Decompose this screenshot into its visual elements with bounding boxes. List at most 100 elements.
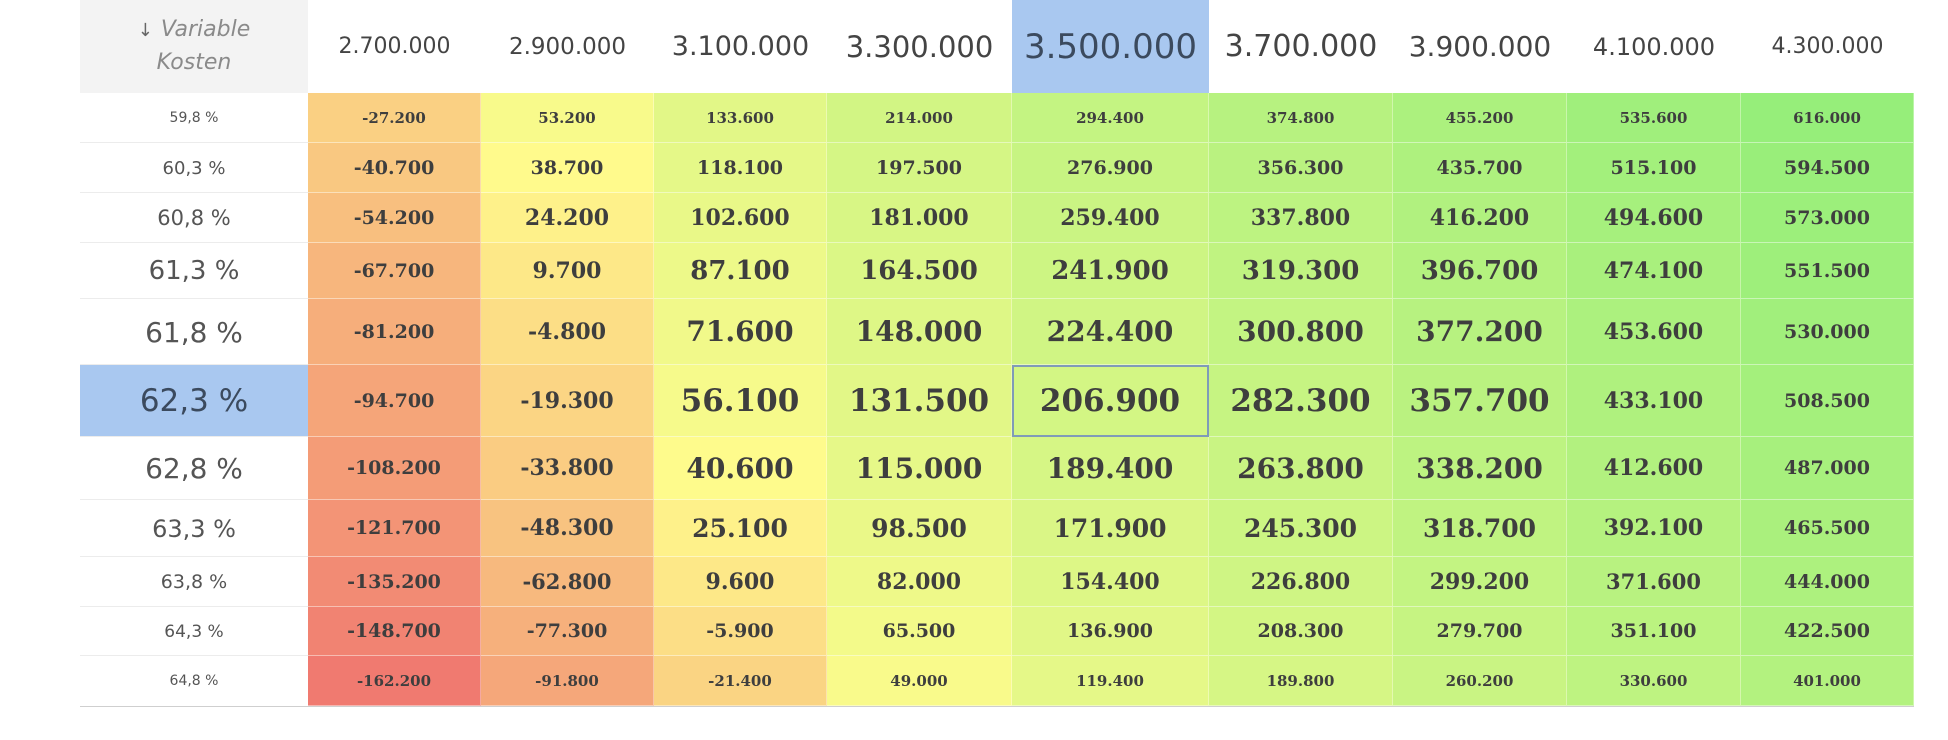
table-cell[interactable]: -4.800 bbox=[481, 299, 654, 365]
table-cell[interactable]: 318.700 bbox=[1393, 500, 1567, 557]
table-cell[interactable]: 508.500 bbox=[1741, 365, 1914, 437]
table-cell[interactable]: 197.500 bbox=[827, 143, 1012, 193]
table-cell[interactable]: 214.000 bbox=[827, 93, 1012, 143]
table-cell[interactable]: 371.600 bbox=[1567, 557, 1741, 607]
column-header[interactable]: 3.700.000 bbox=[1209, 0, 1393, 93]
table-cell[interactable]: 276.900 bbox=[1012, 143, 1209, 193]
table-cell[interactable]: 53.200 bbox=[481, 93, 654, 143]
table-cell[interactable]: 49.000 bbox=[827, 656, 1012, 706]
table-cell[interactable]: 337.800 bbox=[1209, 193, 1393, 243]
table-cell[interactable]: 263.800 bbox=[1209, 437, 1393, 500]
table-cell[interactable]: 189.400 bbox=[1012, 437, 1209, 500]
table-cell[interactable]: 319.300 bbox=[1209, 243, 1393, 299]
table-cell[interactable]: 115.000 bbox=[827, 437, 1012, 500]
table-cell[interactable]: 164.500 bbox=[827, 243, 1012, 299]
table-cell[interactable]: 515.100 bbox=[1567, 143, 1741, 193]
row-header[interactable]: 59,8 % bbox=[80, 93, 308, 143]
table-cell[interactable]: 416.200 bbox=[1393, 193, 1567, 243]
table-cell[interactable]: -91.800 bbox=[481, 656, 654, 706]
table-cell[interactable]: 82.000 bbox=[827, 557, 1012, 607]
table-cell[interactable]: 40.600 bbox=[654, 437, 827, 500]
table-cell[interactable]: 300.800 bbox=[1209, 299, 1393, 365]
column-header[interactable]: 4.300.000 bbox=[1741, 0, 1914, 93]
row-header[interactable]: 60,3 % bbox=[80, 143, 308, 193]
table-cell[interactable]: -162.200 bbox=[308, 656, 481, 706]
table-cell[interactable]: 279.700 bbox=[1393, 607, 1567, 656]
table-cell[interactable]: 551.500 bbox=[1741, 243, 1914, 299]
table-cell[interactable]: 453.600 bbox=[1567, 299, 1741, 365]
row-header[interactable]: 63,8 % bbox=[80, 557, 308, 607]
table-cell[interactable]: 465.500 bbox=[1741, 500, 1914, 557]
row-header[interactable]: 64,8 % bbox=[80, 656, 308, 706]
row-header[interactable]: 60,8 % bbox=[80, 193, 308, 243]
column-header[interactable]: 3.900.000 bbox=[1393, 0, 1567, 93]
table-cell[interactable]: 226.800 bbox=[1209, 557, 1393, 607]
table-cell[interactable]: 56.100 bbox=[654, 365, 827, 437]
column-header[interactable]: 3.500.000 bbox=[1012, 0, 1209, 93]
table-cell[interactable]: 102.600 bbox=[654, 193, 827, 243]
table-cell[interactable]: 38.700 bbox=[481, 143, 654, 193]
table-cell[interactable]: -27.200 bbox=[308, 93, 481, 143]
table-cell[interactable]: -40.700 bbox=[308, 143, 481, 193]
column-header[interactable]: 3.100.000 bbox=[654, 0, 827, 93]
table-cell[interactable]: 396.700 bbox=[1393, 243, 1567, 299]
table-cell[interactable]: 412.600 bbox=[1567, 437, 1741, 500]
row-header[interactable]: 62,8 % bbox=[80, 437, 308, 500]
table-cell[interactable]: 535.600 bbox=[1567, 93, 1741, 143]
table-cell[interactable]: 71.600 bbox=[654, 299, 827, 365]
table-cell[interactable]: -54.200 bbox=[308, 193, 481, 243]
table-cell[interactable]: 494.600 bbox=[1567, 193, 1741, 243]
table-cell[interactable]: 208.300 bbox=[1209, 607, 1393, 656]
table-cell[interactable]: -148.700 bbox=[308, 607, 481, 656]
sort-down-arrow-icon[interactable]: ↓ bbox=[137, 20, 153, 41]
table-cell[interactable]: 474.100 bbox=[1567, 243, 1741, 299]
table-cell[interactable]: -81.200 bbox=[308, 299, 481, 365]
table-cell[interactable]: 118.100 bbox=[654, 143, 827, 193]
column-header[interactable]: 3.300.000 bbox=[827, 0, 1012, 93]
column-header[interactable]: 2.700.000 bbox=[308, 0, 481, 93]
table-cell[interactable]: 455.200 bbox=[1393, 93, 1567, 143]
row-header[interactable]: 63,3 % bbox=[80, 500, 308, 557]
table-cell[interactable]: 154.400 bbox=[1012, 557, 1209, 607]
table-cell[interactable]: -108.200 bbox=[308, 437, 481, 500]
row-header[interactable]: 61,8 % bbox=[80, 299, 308, 365]
table-cell[interactable]: 444.000 bbox=[1741, 557, 1914, 607]
table-cell[interactable]: -62.800 bbox=[481, 557, 654, 607]
table-cell[interactable]: -19.300 bbox=[481, 365, 654, 437]
table-cell[interactable]: 224.400 bbox=[1012, 299, 1209, 365]
table-cell[interactable]: 189.800 bbox=[1209, 656, 1393, 706]
table-cell[interactable]: 245.300 bbox=[1209, 500, 1393, 557]
table-cell[interactable]: -121.700 bbox=[308, 500, 481, 557]
table-cell[interactable]: -77.300 bbox=[481, 607, 654, 656]
table-cell[interactable]: 241.900 bbox=[1012, 243, 1209, 299]
table-cell[interactable]: 119.400 bbox=[1012, 656, 1209, 706]
table-cell[interactable]: 136.900 bbox=[1012, 607, 1209, 656]
table-cell[interactable]: 487.000 bbox=[1741, 437, 1914, 500]
table-cell[interactable]: 422.500 bbox=[1741, 607, 1914, 656]
table-cell[interactable]: -135.200 bbox=[308, 557, 481, 607]
table-cell[interactable]: 259.400 bbox=[1012, 193, 1209, 243]
selected-cell[interactable]: 206.900 bbox=[1012, 365, 1209, 437]
table-cell[interactable]: 351.100 bbox=[1567, 607, 1741, 656]
table-cell[interactable]: 392.100 bbox=[1567, 500, 1741, 557]
table-cell[interactable]: 573.000 bbox=[1741, 193, 1914, 243]
table-cell[interactable]: -21.400 bbox=[654, 656, 827, 706]
table-cell[interactable]: 435.700 bbox=[1393, 143, 1567, 193]
table-cell[interactable]: 260.200 bbox=[1393, 656, 1567, 706]
table-cell[interactable]: -33.800 bbox=[481, 437, 654, 500]
table-cell[interactable]: 338.200 bbox=[1393, 437, 1567, 500]
table-cell[interactable]: 9.600 bbox=[654, 557, 827, 607]
table-cell[interactable]: 299.200 bbox=[1393, 557, 1567, 607]
table-cell[interactable]: 594.500 bbox=[1741, 143, 1914, 193]
table-cell[interactable]: 294.400 bbox=[1012, 93, 1209, 143]
table-cell[interactable]: 131.500 bbox=[827, 365, 1012, 437]
table-cell[interactable]: 377.200 bbox=[1393, 299, 1567, 365]
table-cell[interactable]: 24.200 bbox=[481, 193, 654, 243]
row-header[interactable]: 62,3 % bbox=[80, 365, 308, 437]
table-cell[interactable]: 330.600 bbox=[1567, 656, 1741, 706]
table-cell[interactable]: 401.000 bbox=[1741, 656, 1914, 706]
table-cell[interactable]: -48.300 bbox=[481, 500, 654, 557]
table-cell[interactable]: 356.300 bbox=[1209, 143, 1393, 193]
table-cell[interactable]: 616.000 bbox=[1741, 93, 1914, 143]
table-cell[interactable]: -94.700 bbox=[308, 365, 481, 437]
